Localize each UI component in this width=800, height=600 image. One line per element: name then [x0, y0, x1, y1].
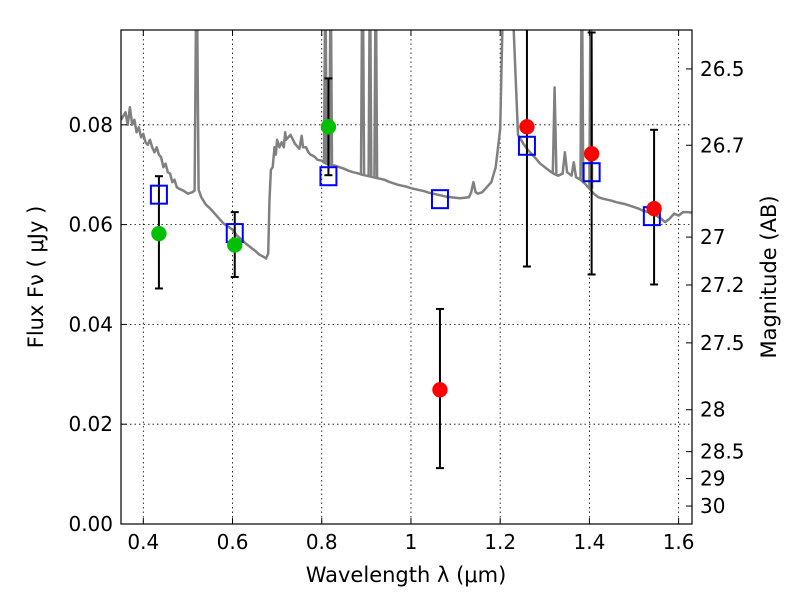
- y2-tick-label: 27.2: [700, 273, 745, 297]
- nondetection-point: [646, 200, 662, 217]
- detection-point: [151, 225, 167, 242]
- spectrum-line: [367, 30, 373, 176]
- y2-tick-label: 26.5: [700, 57, 745, 81]
- spectrum-line: [359, 30, 366, 175]
- model-square: [517, 135, 536, 156]
- spectrum-line: [121, 30, 692, 260]
- x-tick-label: 1: [405, 530, 418, 554]
- detection-point: [320, 119, 337, 135]
- spectrum-line: [579, 30, 585, 180]
- y-tick-label: 0.02: [68, 412, 113, 436]
- plot-frame: [120, 29, 693, 525]
- y2-tick-label: 27: [700, 225, 725, 249]
- model-square: [319, 166, 338, 187]
- x-tick-label: 0.4: [127, 530, 159, 554]
- nondetection-point: [432, 382, 448, 398]
- y2-tick-label: 27.5: [700, 331, 745, 355]
- y-tick-label: 0.00: [68, 512, 113, 536]
- y2-tick-label: 28: [700, 398, 725, 422]
- spectrum-line: [328, 30, 334, 164]
- y-tick-label: 0.04: [68, 312, 113, 336]
- plot-background: [121, 30, 692, 524]
- x-tick-label: 1.6: [663, 530, 695, 554]
- y2-tick-label: 30: [700, 494, 725, 518]
- axes: 0.4 0.6 0.8 1 1.2 1.4 1.6 0.00 0.02 0.04 0.06 0.08 2…: [68, 30, 745, 554]
- y-axis-label: Flux Fν ( μJy ): [24, 206, 48, 349]
- spectrum-line: [322, 30, 328, 164]
- x-tick-label: 0.6: [217, 530, 249, 554]
- spectrum-line: [551, 86, 558, 174]
- nondetection-point: [583, 145, 600, 162]
- y-tick-label: 0.06: [68, 213, 113, 237]
- x-axis-label: Wavelength λ (μm): [306, 563, 507, 587]
- detection-point: [227, 237, 243, 253]
- y-tick-label: 0.08: [68, 113, 113, 137]
- y2-tick-label: 26.7: [700, 133, 745, 157]
- x-tick-label: 1.4: [573, 530, 605, 554]
- spectrum-line: [373, 30, 379, 178]
- model-square: [430, 189, 449, 210]
- y2-axis-label: Magnitude (AB): [757, 195, 781, 358]
- nondetection-point: [519, 119, 535, 135]
- model-square: [582, 162, 601, 183]
- x-tick-label: 1.2: [484, 530, 516, 554]
- y2-tick-label: 28.5: [700, 440, 745, 464]
- model-square: [149, 184, 168, 205]
- x-tick-label: 0.8: [306, 530, 338, 554]
- y2-tick-label: 29: [700, 467, 725, 491]
- plot-area: [121, 30, 692, 470]
